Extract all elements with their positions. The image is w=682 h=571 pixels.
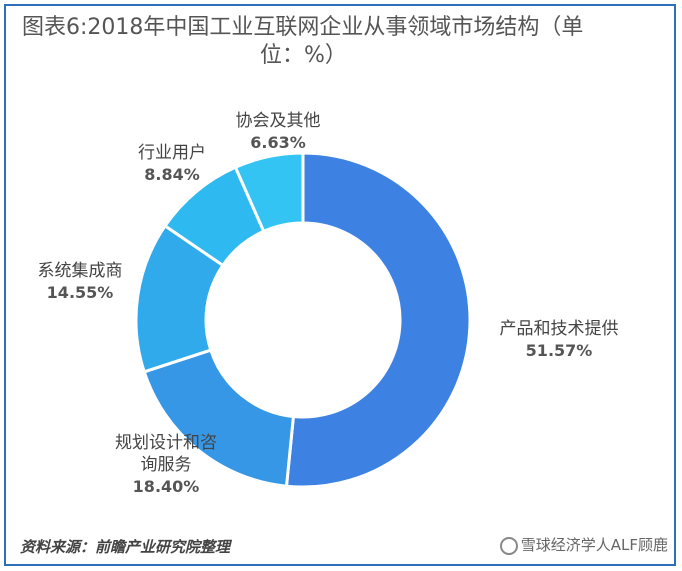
slice-label-text-line2: 询服务 — [140, 455, 192, 475]
slice-percent: 14.55% — [46, 283, 114, 302]
slice-label-industry-user: 行业用户 8.84% — [116, 142, 228, 186]
slice-label-association-other: 协会及其他 6.63% — [218, 110, 338, 154]
donut-slice-0 — [284, 151, 472, 489]
source-note: 资料来源：前瞻产业研究院整理 — [20, 538, 231, 556]
slice-percent: 6.63% — [250, 133, 306, 152]
slice-label-system-integrator: 系统集成商 14.55% — [18, 260, 142, 304]
donut-slice-4 — [233, 151, 305, 234]
slice-label-text: 产品和技术提供 — [499, 319, 619, 339]
slice-percent: 8.84% — [144, 165, 200, 184]
watermark: 雪球经济学人ALF顾鹿 — [499, 534, 668, 555]
chart-title-line2: 位：%） — [260, 43, 347, 68]
slice-percent: 51.57% — [525, 341, 593, 360]
slice-label-text-line1: 规划设计和咨 — [115, 433, 217, 453]
slice-label-text: 协会及其他 — [235, 111, 321, 131]
watermark-text: 雪球经济学人ALF顾鹿 — [520, 536, 668, 554]
slice-label-text: 行业用户 — [138, 143, 206, 163]
snowball-icon — [499, 536, 518, 555]
slice-label-product-tech: 产品和技术提供 51.57% — [474, 318, 644, 362]
chart-title: 图表6:2018年中国工业互联网企业从事领域市场结构（单 位：%） — [22, 14, 642, 70]
slice-percent: 18.40% — [132, 477, 200, 496]
slice-label-text: 系统集成商 — [37, 261, 123, 281]
chart-title-line1: 图表6:2018年中国工业互联网企业从事领域市场结构（单 — [22, 15, 584, 40]
slice-label-planning-consulting: 规划设计和咨 询服务 18.40% — [96, 432, 236, 498]
